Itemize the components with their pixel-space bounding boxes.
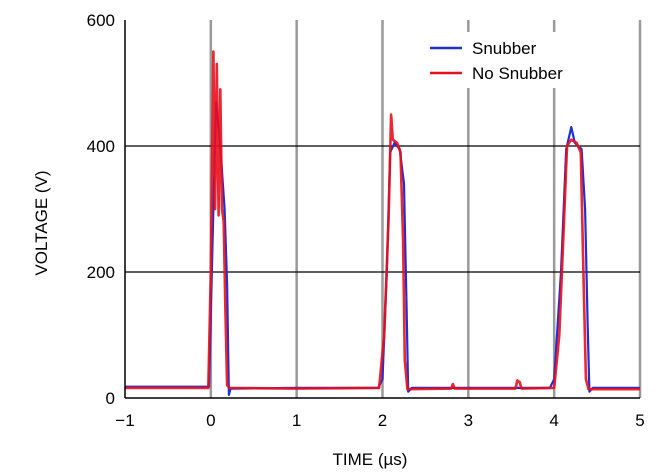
axes xyxy=(124,20,640,399)
x-tick-label: 2 xyxy=(378,411,387,430)
legend-label-no-snubber: No Snubber xyxy=(472,64,563,83)
x-axis-title: TIME (µs) xyxy=(333,450,408,469)
legend: Snubber No Snubber xyxy=(425,32,595,88)
y-tick-label: 400 xyxy=(87,137,115,156)
series-line-no-snubber xyxy=(125,50,640,391)
y-tick-label: 600 xyxy=(87,11,115,30)
x-tick-label: −1 xyxy=(115,411,134,430)
y-axis-title: VOLTAGE (V) xyxy=(32,170,51,275)
y-tick-label: 200 xyxy=(87,263,115,282)
x-tick-label: 5 xyxy=(635,411,644,430)
legend-background xyxy=(425,32,595,88)
x-tick-label: 0 xyxy=(206,411,215,430)
x-tick-label: 3 xyxy=(464,411,473,430)
x-tick-label: 4 xyxy=(549,411,558,430)
legend-label-snubber: Snubber xyxy=(472,39,537,58)
y-tick-label: 0 xyxy=(106,389,115,408)
series-layer xyxy=(125,50,640,396)
x-tick-label: 1 xyxy=(292,411,301,430)
